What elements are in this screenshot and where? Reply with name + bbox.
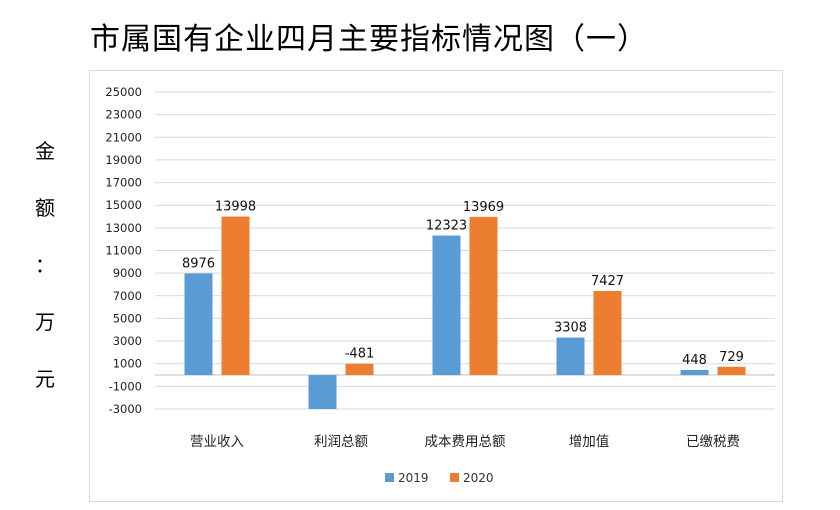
y-tick-label: 9000 — [113, 266, 142, 280]
y-tick-label: 25000 — [105, 85, 142, 99]
chart-title: 市属国有企业四月主要指标情况图（一） — [90, 22, 648, 57]
bar-2019 — [432, 235, 461, 376]
bar-2019 — [680, 369, 709, 376]
data-label: 729 — [719, 350, 744, 365]
y-tick-label: 17000 — [105, 176, 142, 190]
x-category-label: 利润总额 — [314, 434, 368, 450]
y-tick-label: 3000 — [113, 334, 142, 348]
data-label: 7427 — [591, 274, 624, 289]
x-category-label: 成本费用总额 — [425, 434, 506, 450]
data-label: 8976 — [182, 256, 215, 271]
data-label: 13998 — [215, 200, 256, 215]
legend-label: 2019 — [398, 471, 429, 485]
y-axis-label-char: 万 — [35, 310, 55, 334]
bar-2020 — [221, 216, 250, 376]
x-category-label: 营业收入 — [190, 434, 244, 450]
bar-2019 — [556, 337, 585, 376]
y-tick-label: 15000 — [105, 198, 142, 212]
y-tick-label: 19000 — [105, 153, 142, 167]
data-label: 12323 — [426, 219, 467, 234]
y-axis-label-char: 额 — [35, 196, 55, 220]
y-tick-label: 1000 — [113, 357, 142, 371]
bar-2019 — [308, 375, 337, 409]
bar-2020 — [469, 216, 498, 376]
y-axis-label-char: 元 — [35, 367, 55, 391]
data-label: 13969 — [463, 200, 504, 215]
y-tick-label: 7000 — [113, 289, 142, 303]
data-label: -481 — [345, 347, 375, 362]
y-tick-label: 11000 — [105, 244, 142, 258]
y-tick-label: 13000 — [105, 221, 142, 235]
legend-label: 2020 — [463, 471, 494, 485]
y-tick-label: -1000 — [109, 379, 142, 393]
y-tick-label: 21000 — [105, 130, 142, 144]
bar-2020 — [717, 366, 746, 376]
legend-swatch-2020 — [450, 473, 459, 482]
x-category-label: 已缴税费 — [686, 434, 740, 450]
bar-2020 — [593, 290, 622, 376]
y-axis-label: 金 额 ： 万 元 — [30, 132, 60, 417]
bar-2019 — [184, 273, 213, 376]
y-tick-label: -3000 — [109, 402, 142, 416]
bar-2020 — [345, 363, 374, 376]
y-tick-label: 23000 — [105, 108, 142, 122]
y-tick-label: 5000 — [113, 311, 142, 325]
data-label: 448 — [682, 353, 707, 368]
legend-swatch-2019 — [385, 473, 394, 482]
data-label: 3308 — [554, 321, 587, 336]
y-axis-label-char: ： — [35, 253, 55, 277]
y-axis-label-char: 金 — [35, 139, 55, 163]
x-category-label: 增加值 — [569, 434, 610, 450]
